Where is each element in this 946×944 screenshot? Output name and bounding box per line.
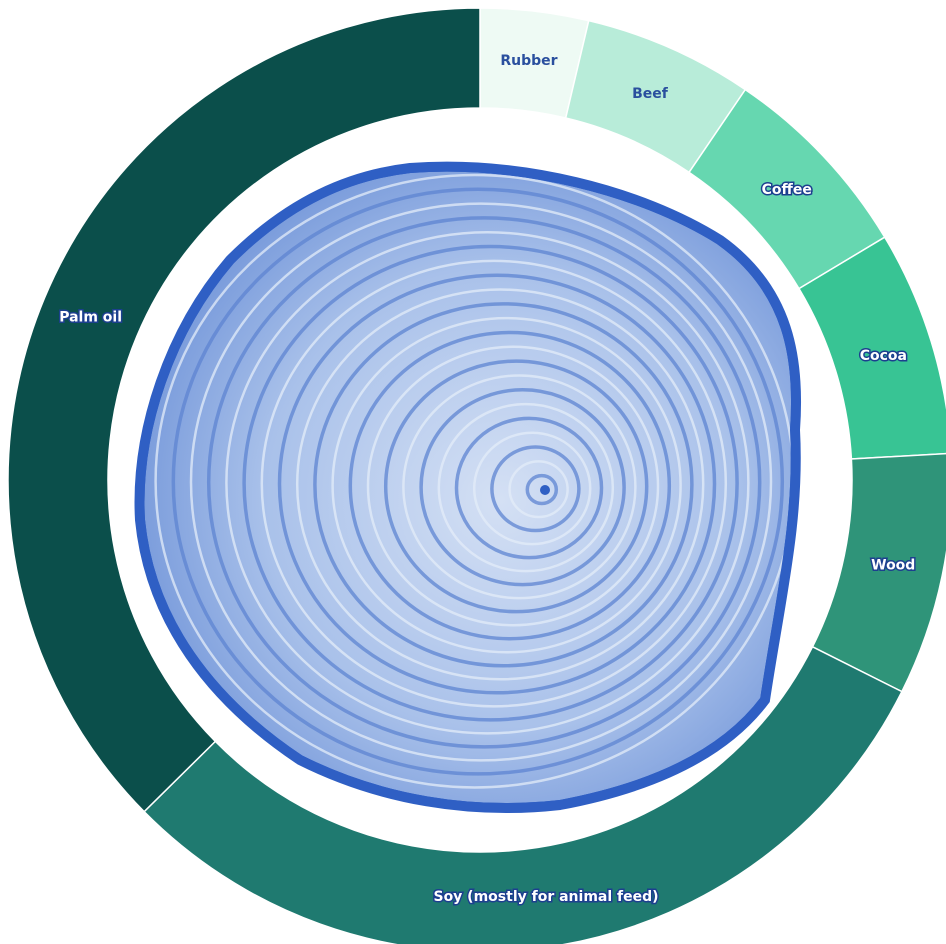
label-soy-mostly-for-animal-feed: Soy (mostly for animal feed) [433,889,658,905]
growth-ring [331,316,682,654]
label-wood: Wood [871,558,915,574]
label-coffee: Coffee [762,182,812,198]
growth-ring [260,259,728,708]
growth-ring [490,445,581,533]
growth-ring [472,431,592,546]
growth-ring [171,187,785,776]
growth-ring [189,202,773,762]
growth-ring [242,244,739,722]
segment-labels: Rubber Beef Coffee Cocoa Wood Soy (mostly for… [58,53,917,906]
segment-palm-oil [7,7,481,813]
growth-ring [402,374,637,600]
growth-ring [277,273,717,695]
growth-ring [313,302,694,668]
label-palm-oil: Palm oil [59,309,122,325]
growth-ring [366,345,660,627]
tree-bark-outline [134,161,802,813]
growth-ring [419,388,626,587]
label-rubber: Rubber [500,53,557,69]
growth-ring [437,402,615,573]
tree-pith [540,485,550,495]
growth-ring [348,330,672,641]
growth-ring [454,416,604,560]
growth-ring [295,288,705,681]
label-cocoa: Cocoa [860,348,907,364]
growth-ring [525,473,559,506]
growth-ring [225,230,750,735]
donut-segments [7,7,946,944]
growth-ring [508,460,569,519]
segment-soy-mostly-for-animal-feed [143,645,903,944]
label-beef: Beef [632,86,669,102]
growth-ring [206,216,762,749]
growth-ring [383,359,649,614]
